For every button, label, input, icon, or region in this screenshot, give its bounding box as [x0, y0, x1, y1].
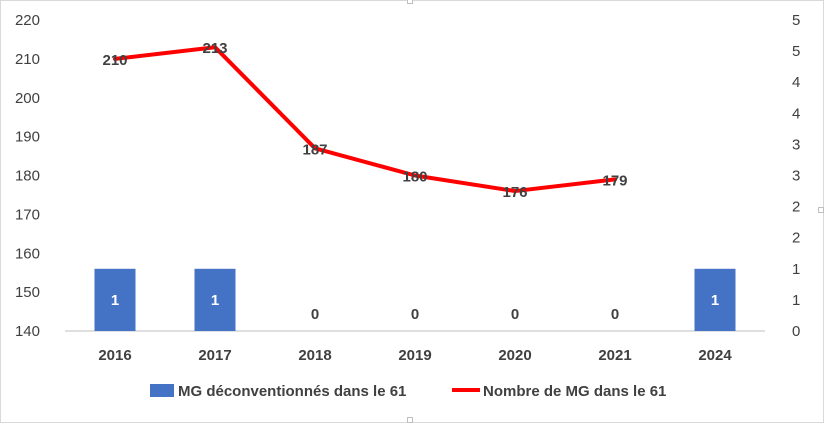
left-axis-tick: 160 [15, 245, 40, 262]
bar-data-label: 0 [611, 306, 619, 323]
right-axis-tick: 2 [792, 199, 800, 216]
x-axis-tick: 2021 [598, 347, 631, 364]
legend: MG déconventionnés dans le 61 Nombre de … [150, 383, 666, 400]
x-axis-tick: 2016 [98, 347, 131, 364]
x-axis-tick: 2019 [398, 347, 431, 364]
right-axis-tick: 4 [792, 74, 800, 91]
right-axis-tick: 2 [792, 230, 800, 247]
right-axis-tick: 3 [792, 136, 800, 153]
x-axis-tick: 2017 [198, 347, 231, 364]
left-axis-tick: 170 [15, 206, 40, 223]
line-data-label: 213 [202, 40, 227, 57]
bar-series: 1 1 0 0 0 0 1 [94, 268, 736, 331]
bar-data-label: 0 [311, 306, 319, 323]
bar-data-label: 1 [111, 292, 119, 309]
x-axis-tick: 2018 [298, 347, 331, 364]
left-axis-tick: 190 [15, 129, 40, 146]
left-axis-tick: 140 [15, 323, 40, 340]
right-axis-tick: 1 [792, 261, 800, 278]
left-axis-tick: 180 [15, 168, 40, 185]
line-data-label: 176 [502, 184, 527, 201]
right-axis-tick: 3 [792, 168, 800, 185]
right-axis-tick: 5 [792, 43, 800, 60]
bar-data-label: 1 [711, 292, 719, 309]
legend-label-bar: MG déconventionnés dans le 61 [178, 383, 406, 400]
right-axis-tick: 0 [792, 323, 800, 340]
bar-data-label: 0 [511, 306, 519, 323]
right-axis-tick: 1 [792, 292, 800, 309]
legend-label-line: Nombre de MG dans le 61 [483, 383, 666, 400]
line-series: 210 213 187 180 176 179 [102, 40, 627, 201]
right-axis: 5 5 4 4 3 3 2 2 1 1 0 [792, 12, 800, 340]
right-axis-tick: 4 [792, 105, 800, 122]
left-axis-tick: 150 [15, 284, 40, 301]
line-data-label: 210 [102, 52, 127, 69]
line-data-label: 187 [302, 141, 327, 158]
bar-data-label: 0 [411, 306, 419, 323]
bar-data-label: 1 [211, 292, 219, 309]
right-axis-tick: 5 [792, 12, 800, 29]
line-path [113, 45, 617, 194]
line-data-label: 180 [402, 169, 427, 186]
left-axis-tick: 210 [15, 51, 40, 68]
legend-swatch-bar [150, 384, 174, 397]
left-axis-tick: 220 [15, 12, 40, 29]
resize-handle-top[interactable] [407, 0, 413, 4]
x-axis-tick: 2020 [498, 347, 531, 364]
left-axis: 220 210 200 190 180 170 160 150 140 [15, 12, 40, 340]
bar [194, 268, 236, 331]
bar [94, 268, 136, 331]
x-axis: 2016 2017 2018 2019 2020 2021 2024 [98, 347, 732, 364]
bar [694, 268, 736, 331]
left-axis-tick: 200 [15, 90, 40, 107]
x-axis-tick: 2024 [698, 347, 732, 364]
line-data-label: 179 [602, 172, 627, 189]
